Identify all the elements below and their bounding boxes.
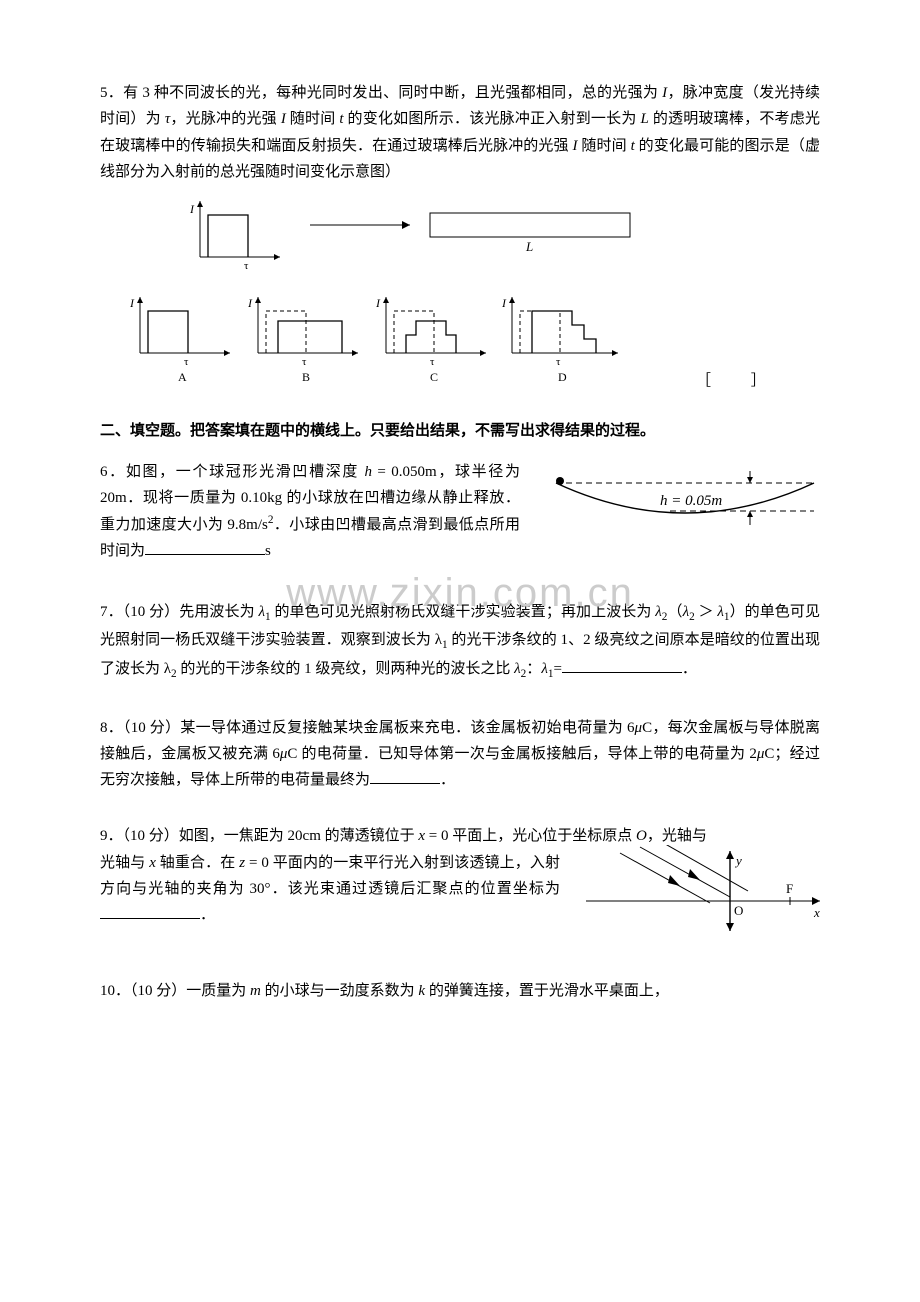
q8-t1: 某一导体通过反复接触某块金属板来充电．该金属板初始电荷量为 6 — [180, 720, 634, 736]
q7-period: ． — [682, 661, 697, 677]
q5-t5: 的变化如图所示．该光脉冲正入射到一长为 — [344, 111, 641, 127]
q8-mu1: μ — [635, 720, 643, 736]
q5-D-label: D — [558, 370, 567, 384]
q6-eqh: = 0.050m， — [372, 464, 455, 480]
q5-B-tau: τ — [302, 356, 307, 368]
q10-t1: 一质量为 — [186, 983, 250, 999]
q7-colon: ： — [526, 661, 541, 677]
q8-period: ． — [440, 772, 455, 788]
q5-D-I: I — [501, 296, 507, 310]
q9-num: 9． — [100, 828, 123, 844]
section2-title: 二、填空题。把答案填在题中的横线上。只要给出结果，不需写出求得结果的过程。 — [100, 418, 820, 444]
q6-figure: h = 0.05m — [550, 465, 830, 570]
q9-t1: 如图，一焦距为 20cm 的薄透镜位于 — [179, 828, 419, 844]
q7-gt: ＞ — [695, 604, 718, 620]
q9-t3: ，光轴与 — [647, 828, 707, 844]
q6-p1: 如图，一个球冠形光滑凹槽深度 — [126, 464, 365, 480]
q5-A-tau: τ — [184, 356, 189, 368]
q6-text: 6．如图，一个球冠形光滑凹槽深度 h = 0.050m，球半径为 20m．现将一… — [100, 459, 520, 565]
q6-blank — [145, 554, 265, 555]
q5-figure: I τ L I — [130, 195, 820, 394]
q9-t4: 轴重合．在 — [156, 855, 239, 871]
q5-L: L — [641, 111, 649, 127]
q5-t7: 随时间 — [578, 138, 631, 154]
q8-blank — [370, 783, 440, 784]
q5-svg: I τ L I — [130, 195, 660, 385]
q9-figure: y x F O — [580, 845, 830, 948]
q5-num: 5． — [100, 85, 123, 101]
q10-text: 10．（10 分）一质量为 m 的小球与一劲度系数为 k 的弹簧连接，置于光滑水… — [100, 978, 820, 1004]
q9-Olab: O — [734, 903, 743, 918]
q9-O: O — [636, 828, 647, 844]
q10-num: 10． — [100, 983, 130, 999]
question-6: 6．如图，一个球冠形光滑凹槽深度 h = 0.050m，球半径为 20m．现将一… — [100, 459, 820, 569]
q6-h: h — [364, 464, 372, 480]
q7-t6: 的光的干涉条纹的 1 级亮纹，则两种光的波长之比 — [177, 661, 515, 677]
q9-blank — [100, 918, 200, 919]
question-7: 7．（10 分）先用波长为 λ1 的单色可见光照射杨氏双缝干涉实验装置；再加上波… — [100, 599, 820, 685]
q6-num: 6． — [100, 464, 126, 480]
q5-t3: ，光脉冲的光强 — [170, 111, 281, 127]
q5-t4: 随时间 — [286, 111, 340, 127]
q5-rod-L: L — [525, 239, 533, 254]
q5-D-tau: τ — [556, 356, 561, 368]
q6-fig-label: h = 0.05m — [660, 493, 722, 509]
q5-text: 5．有 3 种不同波长的光，每种光同时发出、同时中断，且光强都相同，总的光强为 … — [100, 80, 820, 185]
q10-t2: 的小球与一劲度系数为 — [261, 983, 419, 999]
q6-unit: s — [265, 543, 271, 559]
q6-svg: h = 0.05m — [550, 465, 830, 561]
q8-num: 8． — [100, 720, 123, 736]
q8-pts: （10 分） — [123, 720, 180, 736]
q5-C-label: C — [430, 370, 438, 384]
q5-C-I: I — [375, 296, 381, 310]
q9-pts: （10 分） — [123, 828, 179, 844]
q9-xlab: x — [813, 905, 820, 920]
q7-num: 7． — [100, 604, 123, 620]
q9-t2: = 0 平面上，光心位于坐标原点 — [425, 828, 636, 844]
q7-text: 7．（10 分）先用波长为 λ1 的单色可见光照射杨氏双缝干涉实验装置；再加上波… — [100, 599, 820, 685]
q9-t3b: 光轴与 — [100, 855, 149, 871]
q7-t3: （ — [667, 604, 682, 620]
q7-t2: 的单色可见光照射杨氏双缝干涉实验装置；再加上波长为 — [271, 604, 656, 620]
q9-text-body: 光轴与 x 轴重合．在 z = 0 平面内的一束平行光入射到该透镜上，入射方向与… — [100, 850, 560, 929]
question-10: 10．（10 分）一质量为 m 的小球与一劲度系数为 k 的弹簧连接，置于光滑水… — [100, 978, 820, 1004]
q10-pts: （10 分） — [130, 983, 186, 999]
q5-B-label: B — [302, 370, 310, 384]
q9-svg: y x F O — [580, 845, 830, 939]
question-9: 9．（10 分）如图，一焦距为 20cm 的薄透镜位于 x = 0 平面上，光心… — [100, 823, 820, 928]
q5-brackets: ［ ］ — [696, 373, 784, 389]
q9-x2: x — [149, 855, 156, 871]
q9-F: F — [786, 881, 793, 896]
q7-eq: = — [553, 661, 561, 677]
q5-top-I: I — [189, 202, 195, 216]
q5-A-I: I — [130, 296, 135, 310]
question-5: 5．有 3 种不同波长的光，每种光同时发出、同时中断，且光强都相同，总的光强为 … — [100, 80, 820, 394]
q5-top-tau: τ — [244, 260, 249, 272]
q9-period: ． — [200, 907, 215, 923]
q9-y: y — [734, 853, 742, 868]
q5-t1: 有 3 种不同波长的光，每种光同时发出、同时中断，且光强都相同，总的光强为 — [123, 85, 662, 101]
question-8: 8．（10 分）某一导体通过反复接触某块金属板来充电．该金属板初始电荷量为 6μ… — [100, 715, 820, 794]
q10-m: m — [250, 983, 261, 999]
q7-pts: （10 分） — [123, 604, 180, 620]
q5-A-label: A — [178, 370, 187, 384]
q8-t3: C 的电荷量．已知导体第一次与金属板接触后，导体上带的电荷量为 2 — [287, 746, 756, 762]
q10-t3: 的弹簧连接，置于光滑水平桌面上， — [425, 983, 669, 999]
q8-text: 8．（10 分）某一导体通过反复接触某块金属板来充电．该金属板初始电荷量为 6μ… — [100, 715, 820, 794]
q5-B-I: I — [247, 296, 253, 310]
q7-t1: 先用波长为 — [179, 604, 258, 620]
q5-C-tau: τ — [430, 356, 435, 368]
q7-blank — [562, 672, 682, 673]
